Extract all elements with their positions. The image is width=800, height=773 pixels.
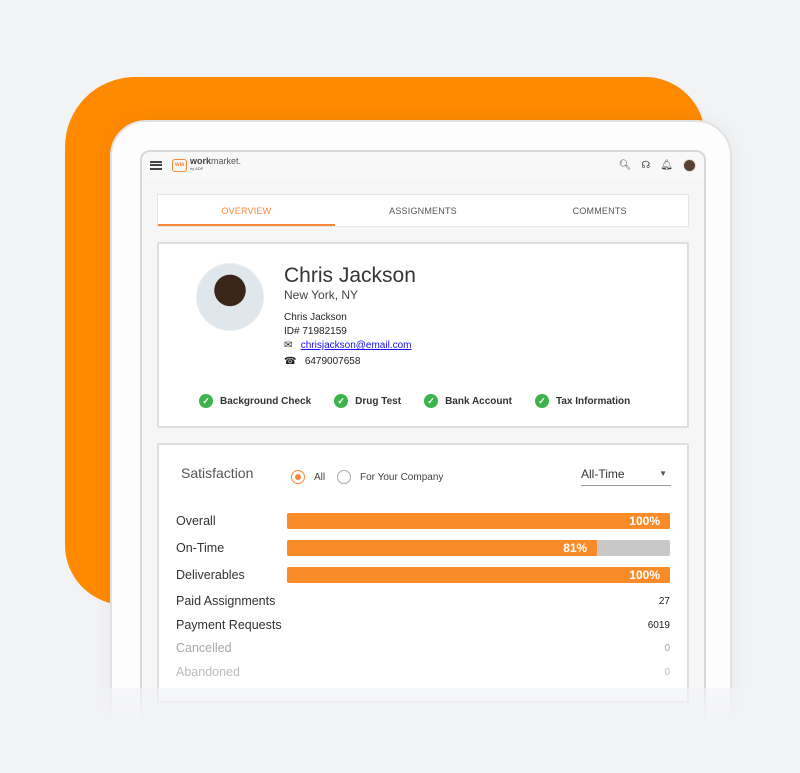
stat-paid-assignments: Paid Assignments 27 (176, 593, 670, 609)
radio-label: For Your Company (360, 471, 444, 483)
email-link[interactable]: chrisjackson@email.com (300, 340, 412, 351)
check-tax-information: ✓ Tax Information (534, 394, 631, 408)
progress-fill: 81% (287, 540, 598, 556)
radio-all[interactable]: All (291, 470, 325, 484)
profile-full-name: Chris Jackson (284, 312, 347, 323)
bar-row-deliverables: Deliverables 100% (176, 567, 670, 583)
phone-icon: ☎︎ (284, 356, 297, 367)
bar-row-on-time: On-Time 81% (176, 540, 670, 556)
avatar[interactable] (683, 158, 696, 172)
progress-fill: 100% (287, 567, 670, 583)
bottom-fade (0, 688, 800, 773)
period-select[interactable]: All-Time ▼ (581, 467, 671, 486)
bar-label: On-Time (176, 541, 225, 555)
bar-label: Deliverables (176, 568, 245, 582)
logo-sub: by ADP (190, 166, 204, 171)
mail-icon: ✉︎ (284, 340, 293, 351)
tab-overview[interactable]: OVERVIEW (158, 195, 335, 226)
profile-photo (196, 263, 264, 331)
logo-mark: ᴡᴍ (172, 158, 187, 172)
stat-label: Payment Requests (176, 618, 282, 632)
logo[interactable]: ᴡᴍ workmarket. by ADP (172, 157, 241, 173)
stat-cancelled: Cancelled 0 (176, 640, 670, 656)
tab-assignments[interactable]: ASSIGNMENTS (389, 206, 457, 216)
stat-value: 0 (664, 642, 670, 654)
check-label: Tax Information (555, 395, 631, 407)
check-label: Background Check (220, 395, 312, 407)
radio-selected-icon[interactable] (291, 470, 305, 484)
search-icon[interactable]: 🔍︎ (618, 159, 632, 171)
check-background: ✓ Background Check (199, 394, 311, 408)
bar-row-overall: Overall 100% (176, 513, 670, 529)
stat-value: 0 (664, 666, 670, 678)
top-bar: ᴡᴍ workmarket. by ADP 🔍︎ ☊ 🔔︎ (142, 152, 704, 178)
check-circle-icon: ✓ (334, 394, 349, 408)
check-circle-icon: ✓ (424, 394, 439, 408)
progress-bar: 100% (287, 567, 670, 583)
menu-icon[interactable] (150, 160, 162, 170)
satisfaction-card: Satisfaction All For Your Company All-Ti… (157, 443, 689, 703)
logo-text: market. (211, 156, 242, 166)
bar-label: Overall (176, 514, 216, 528)
tab-comments[interactable]: COMMENTS (572, 206, 627, 216)
phone-number: 6479007658 (304, 356, 361, 367)
caret-down-icon[interactable]: ▼ (659, 469, 667, 478)
stat-value: 27 (658, 595, 670, 607)
app-screen: ᴡᴍ workmarket. by ADP 🔍︎ ☊ 🔔︎ OVERVIEW AS… (140, 150, 706, 750)
check-drug-test: ✓ Drug Test (334, 394, 401, 408)
period-value: All-Time (581, 467, 625, 481)
radio-empty-icon[interactable] (337, 470, 351, 484)
stat-payment-requests: Payment Requests 6019 (176, 617, 670, 633)
check-bank-account: ✓ Bank Account (424, 394, 512, 408)
check-label: Bank Account (445, 395, 512, 407)
stat-label: Paid Assignments (176, 594, 276, 608)
stat-label: Abandoned (176, 665, 240, 679)
profile-location: New York, NY (284, 288, 359, 302)
check-circle-icon: ✓ (534, 394, 549, 408)
stat-value: 6019 (647, 619, 670, 631)
profile-name: Chris Jackson (284, 264, 416, 287)
logo-text-bold: work (190, 156, 212, 166)
progress-bar: 100% (287, 513, 670, 529)
stat-abandoned: Abandoned 0 (176, 664, 670, 680)
check-circle-icon: ✓ (199, 394, 213, 408)
progress-fill: 100% (287, 513, 670, 529)
profile-id: ID# 71982159 (284, 326, 347, 337)
progress-bar: 81% (287, 540, 670, 556)
radio-label: All (314, 471, 326, 483)
tab-bar: OVERVIEW ASSIGNMENTS COMMENTS (157, 194, 689, 227)
satisfaction-title: Satisfaction (181, 465, 254, 481)
profile-card: Chris Jackson New York, NY Chris Jackson… (157, 242, 689, 428)
bell-icon[interactable]: 🔔︎ (660, 159, 673, 171)
check-label: Drug Test (355, 395, 402, 407)
stat-label: Cancelled (176, 641, 232, 655)
headset-icon[interactable]: ☊ (641, 159, 651, 171)
radio-for-your-company[interactable]: For Your Company (337, 470, 443, 484)
